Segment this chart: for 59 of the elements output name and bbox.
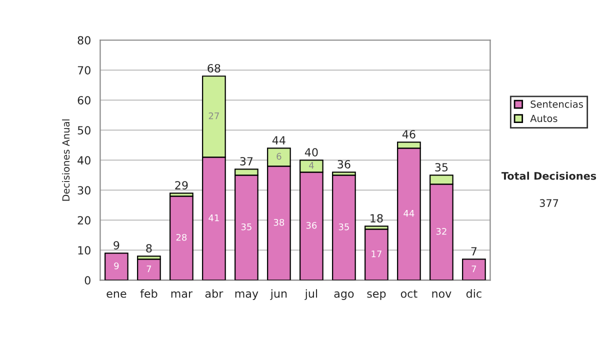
x-tick-label: sep <box>367 291 386 300</box>
y-tick-label: 20 <box>78 216 90 225</box>
data-label: 7 <box>472 266 476 272</box>
data-label: 4 <box>309 162 314 169</box>
data-label: 35 <box>338 223 349 230</box>
total-label: 68 <box>208 64 220 72</box>
legend-label: Sentencias <box>530 100 583 108</box>
total-label: 37 <box>240 157 253 166</box>
y-tick-label: 50 <box>78 126 90 135</box>
data-label: 41 <box>208 214 219 222</box>
bar <box>104 252 128 280</box>
bar <box>462 258 486 280</box>
y-tick-label: 40 <box>78 156 90 165</box>
y-tick-label: 70 <box>78 66 90 75</box>
y-tick-label: 0 <box>84 276 90 285</box>
text: Total Decisiones <box>501 172 596 180</box>
bar <box>137 258 161 280</box>
data-label: 9 <box>114 262 119 270</box>
bar <box>170 196 194 280</box>
data-label: 17 <box>372 250 382 258</box>
total-label: 36 <box>338 160 350 168</box>
data-label: 36 <box>306 222 317 229</box>
x-tick-label: jul <box>304 289 318 300</box>
legend-label: Autos <box>530 114 558 122</box>
bar <box>332 174 356 280</box>
total-label: 35 <box>435 163 448 172</box>
x-tick-label: dic <box>466 289 482 298</box>
data-label: 6 <box>276 152 282 160</box>
x-tick-label: feb <box>140 289 158 298</box>
data-label: 27 <box>208 112 219 120</box>
y-tick-label: 80 <box>78 36 90 44</box>
total-label: 7 <box>471 247 477 256</box>
data-label: 7 <box>146 266 152 272</box>
x-tick-label: ene <box>106 291 126 298</box>
total-label: 9 <box>114 241 120 250</box>
y-tick-label: 60 <box>78 96 90 105</box>
y-tick-label: 30 <box>78 186 90 195</box>
x-tick-label: ago <box>334 291 354 300</box>
y-axis-title: Decisiones Anual <box>62 119 70 201</box>
y-tick-label: 10 <box>78 246 90 255</box>
data-label: 44 <box>404 210 414 217</box>
x-tick-label: oct <box>400 290 418 298</box>
x-tick-label: nov <box>432 291 452 298</box>
x-tick-label: abr <box>205 289 224 298</box>
text: 377 <box>540 199 558 208</box>
total-label: 46 <box>402 130 416 138</box>
x-tick-label: jun <box>270 289 287 300</box>
x-tick-label: mar <box>171 291 193 298</box>
data-label: 32 <box>436 228 446 235</box>
data-label: 28 <box>176 234 187 241</box>
total-label: 40 <box>304 148 318 156</box>
bar <box>364 228 388 280</box>
total-label: 44 <box>272 136 286 144</box>
data-label: 35 <box>241 223 252 230</box>
x-tick-label: may <box>235 291 258 300</box>
total-label: 29 <box>175 181 188 190</box>
total-label: 8 <box>146 244 152 253</box>
data-label: 38 <box>274 218 284 226</box>
total-label: 18 <box>370 214 383 222</box>
